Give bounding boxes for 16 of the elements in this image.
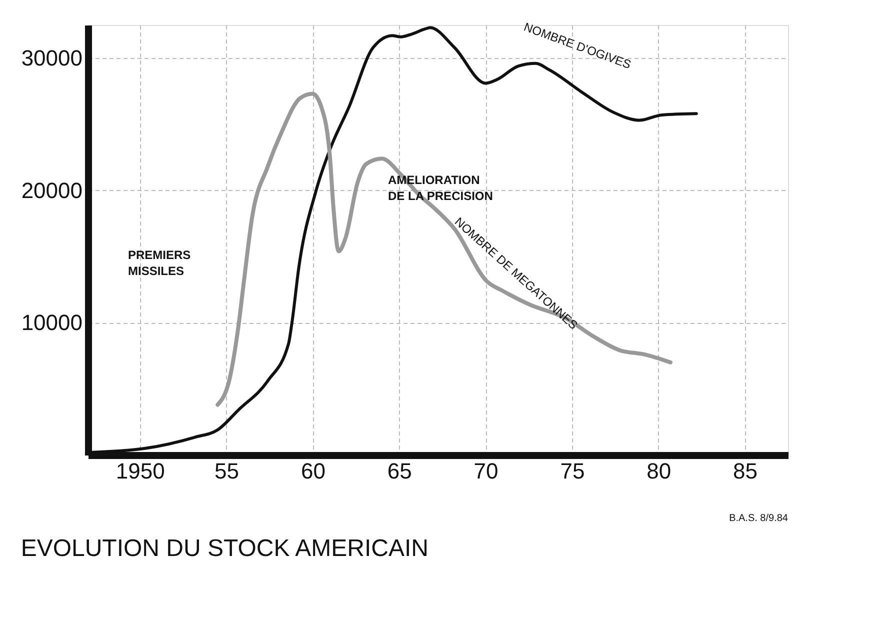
text: EVOLUTION DU STOCK AMERICAIN [20, 535, 428, 562]
annotation: PREMIERS MISSILES [128, 248, 191, 278]
x-tick-label: 60 [300, 458, 326, 484]
x-tick-label: 80 [646, 458, 672, 484]
annotation: AMELIORATION DE LA PRECISION [388, 173, 493, 203]
x-tick-label: 85 [733, 458, 758, 484]
y-tick-label: 20000 [21, 178, 82, 203]
y-tick-label: 10000 [21, 310, 82, 336]
x-tick-label: 65 [387, 458, 412, 484]
line-series [216, 92, 672, 407]
x-tick-label: 1950 [116, 458, 165, 484]
x-tick-label: 70 [474, 458, 498, 484]
x-tick-label: 75 [560, 458, 585, 484]
text: B.A.S. 8/9.84 [729, 513, 788, 524]
x-tick-label: 55 [214, 458, 240, 484]
y-tick-label: 30000 [21, 46, 82, 71]
